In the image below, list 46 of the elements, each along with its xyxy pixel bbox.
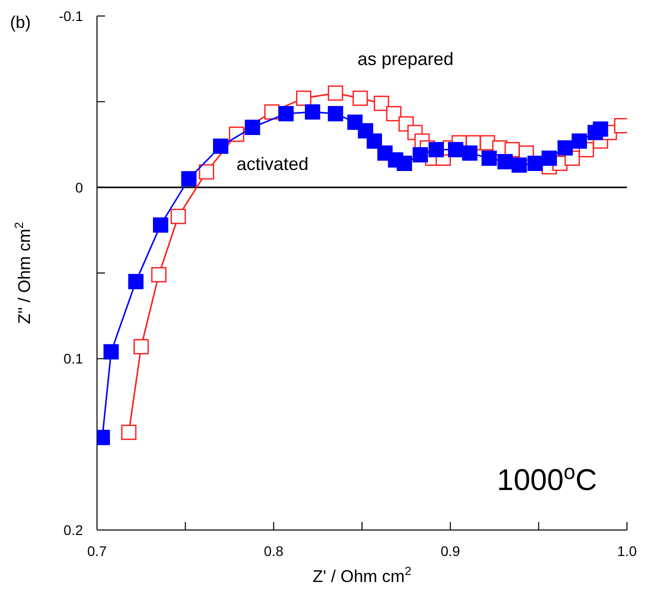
- y-tick-label: 0: [75, 179, 84, 196]
- point: [428, 142, 444, 158]
- point: [448, 142, 464, 158]
- point: [181, 171, 197, 186]
- point: [151, 267, 166, 282]
- annotation: 1000$^{o}$C: [496, 460, 597, 497]
- point: [396, 156, 412, 171]
- series-label: activated: [236, 154, 309, 174]
- point: [121, 424, 136, 440]
- point: [374, 96, 390, 112]
- series-label: as prepared: [357, 49, 454, 70]
- x-tick-label: 1.0: [617, 542, 637, 559]
- point: [592, 121, 608, 137]
- point: [328, 106, 344, 122]
- point: [304, 104, 320, 120]
- y-tick-label: -0.1: [58, 8, 84, 24]
- x-axis-title: Z' / Ohm cm$^{2}$: [312, 564, 412, 586]
- point: [278, 106, 294, 122]
- point: [366, 133, 382, 149]
- x-tick-label: 0.7: [87, 542, 107, 559]
- x-tick-label: 0.8: [264, 542, 284, 559]
- point: [482, 150, 497, 166]
- point: [244, 120, 260, 136]
- x-tick-label: 0.9: [440, 542, 460, 559]
- point: [542, 150, 557, 166]
- y-tick-label: 0.2: [64, 522, 84, 538]
- point: [152, 217, 168, 233]
- point: [527, 156, 543, 171]
- point: [497, 154, 513, 170]
- point: [328, 85, 344, 101]
- point: [296, 90, 312, 106]
- point: [412, 147, 428, 162]
- point: [512, 157, 527, 173]
- point: [352, 90, 368, 106]
- point: [386, 106, 402, 122]
- point: [103, 344, 119, 360]
- point: [170, 208, 186, 224]
- y-tick-label: 0.1: [64, 350, 84, 367]
- point: [572, 133, 587, 149]
- text: (b): [10, 13, 31, 32]
- point: [558, 140, 573, 156]
- point: [213, 138, 228, 154]
- point: [462, 145, 478, 161]
- point: [198, 164, 214, 180]
- point: [134, 339, 149, 354]
- point: [128, 274, 144, 290]
